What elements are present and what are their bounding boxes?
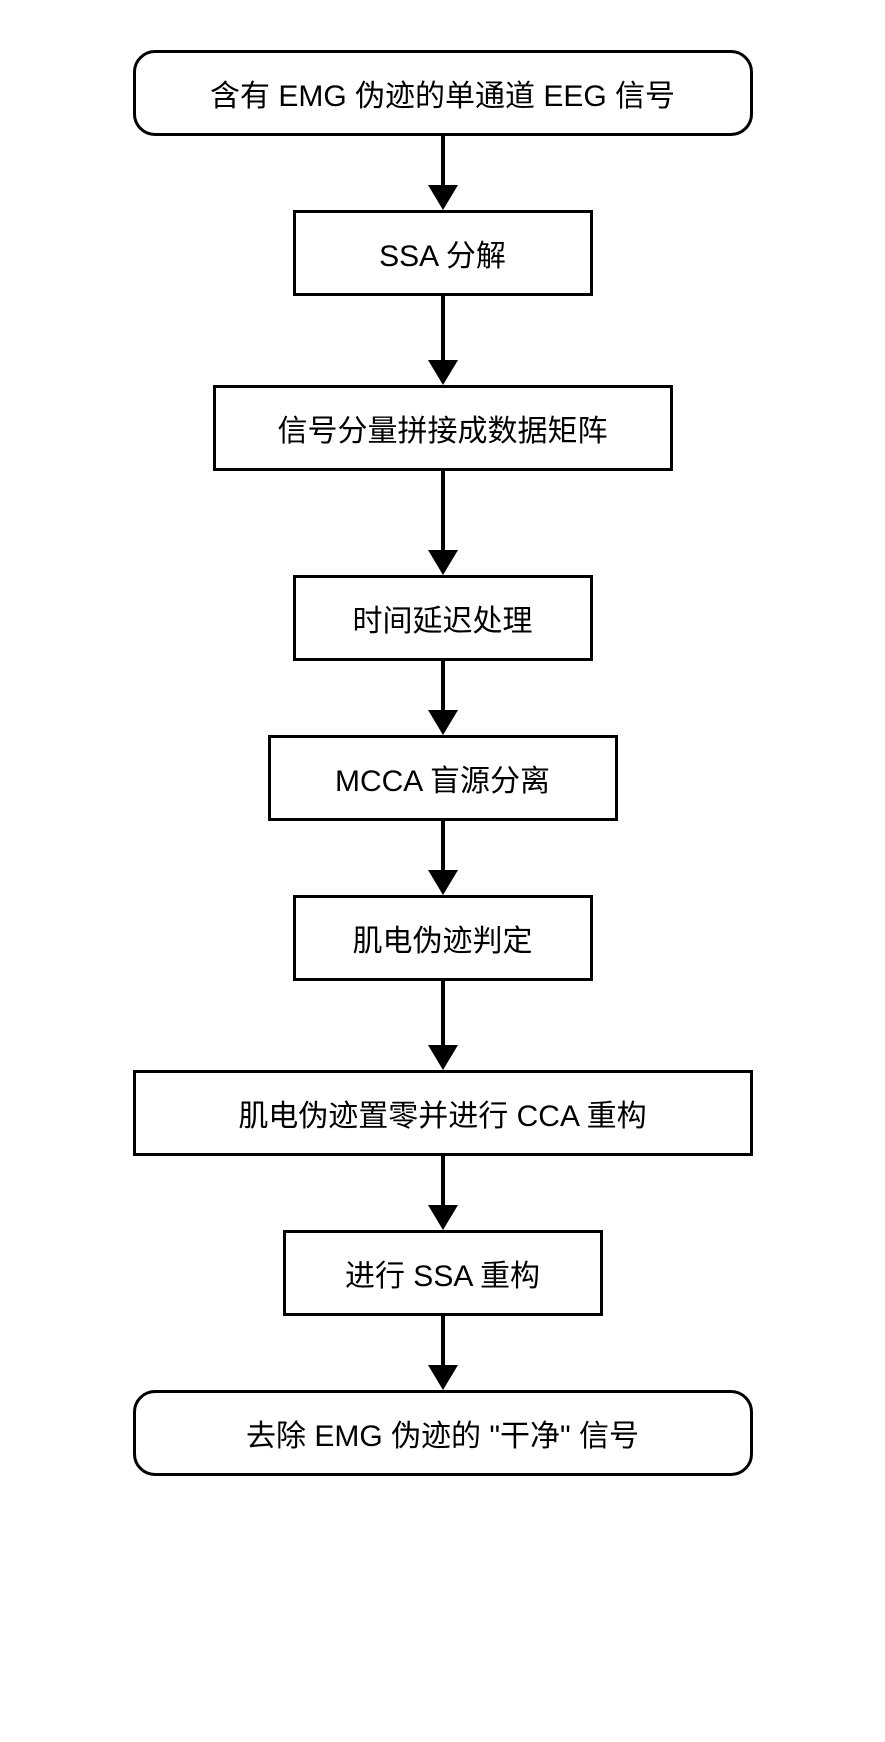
flowchart-arrow (428, 981, 458, 1070)
arrow-line (441, 661, 445, 711)
arrow-head-icon (428, 550, 458, 575)
flowchart-arrow (428, 471, 458, 575)
flowchart-node: SSA 分解 (293, 210, 593, 296)
arrow-head-icon (428, 870, 458, 895)
flowchart-arrow (428, 296, 458, 385)
arrow-line (441, 1316, 445, 1366)
arrow-head-icon (428, 360, 458, 385)
flowchart-arrow (428, 661, 458, 735)
flowchart-arrow (428, 821, 458, 895)
arrow-head-icon (428, 710, 458, 735)
arrow-head-icon (428, 1045, 458, 1070)
flowchart-node: 肌电伪迹置零并进行 CCA 重构 (133, 1070, 753, 1156)
node-label: MCCA 盲源分离 (335, 756, 550, 800)
node-label: 肌电伪迹判定 (353, 916, 533, 960)
arrow-line (441, 1156, 445, 1206)
arrow-line (441, 136, 445, 186)
arrow-head-icon (428, 1205, 458, 1230)
node-label: 肌电伪迹置零并进行 CCA 重构 (238, 1091, 646, 1135)
flowchart-node: 信号分量拼接成数据矩阵 (213, 385, 673, 471)
arrow-line (441, 981, 445, 1046)
flowchart-node-start: 含有 EMG 伪迹的单通道 EEG 信号 (133, 50, 753, 136)
arrow-head-icon (428, 1365, 458, 1390)
flowchart-arrow (428, 1316, 458, 1390)
arrow-line (441, 821, 445, 871)
node-label: 含有 EMG 伪迹的单通道 EEG 信号 (210, 71, 675, 115)
arrow-line (441, 471, 445, 551)
flowchart-arrow (428, 136, 458, 210)
node-label: 进行 SSA 重构 (345, 1251, 540, 1295)
node-label: 去除 EMG 伪迹的 "干净" 信号 (246, 1411, 639, 1455)
flowchart-arrow (428, 1156, 458, 1230)
flowchart-node: 进行 SSA 重构 (283, 1230, 603, 1316)
node-label: 时间延迟处理 (353, 596, 533, 640)
node-label: 信号分量拼接成数据矩阵 (278, 406, 608, 450)
arrow-head-icon (428, 185, 458, 210)
flowchart-node: 时间延迟处理 (293, 575, 593, 661)
arrow-line (441, 296, 445, 361)
flowchart-node-end: 去除 EMG 伪迹的 "干净" 信号 (133, 1390, 753, 1476)
flowchart-node: 肌电伪迹判定 (293, 895, 593, 981)
flowchart-node: MCCA 盲源分离 (268, 735, 618, 821)
node-label: SSA 分解 (379, 231, 506, 275)
